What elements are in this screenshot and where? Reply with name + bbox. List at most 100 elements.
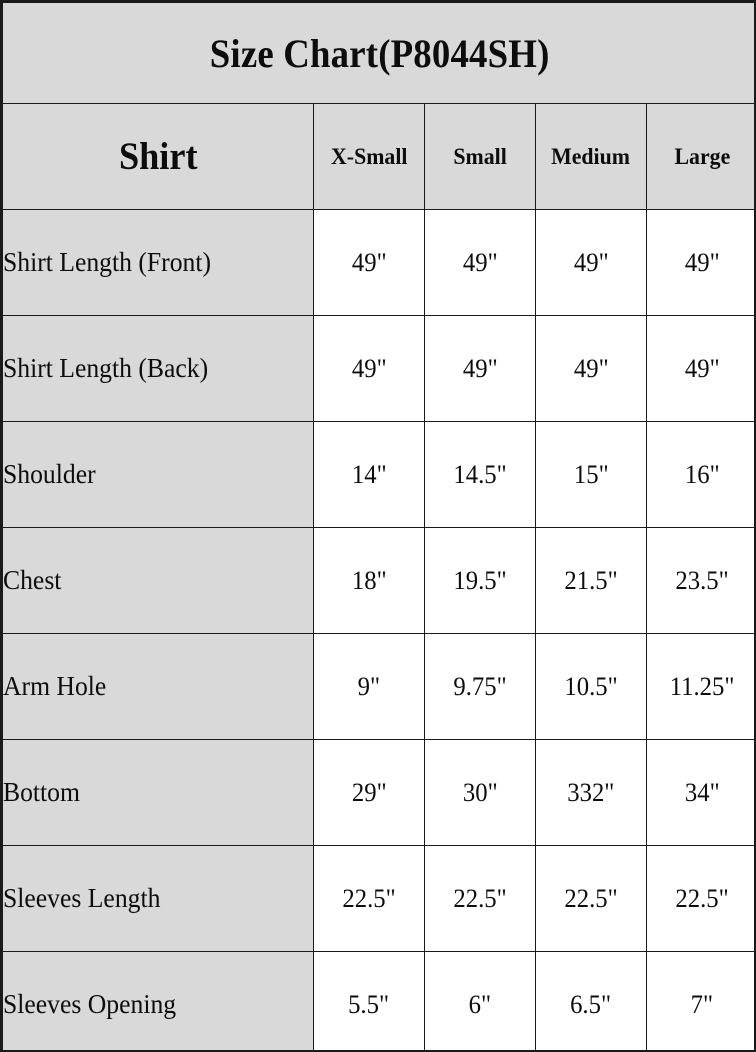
- measurement-value-cell: 6.5": [535, 951, 647, 1050]
- measurement-value: 332": [567, 777, 615, 807]
- measurement-value: 21.5": [564, 565, 618, 595]
- measurement-value-cell: 7": [646, 951, 754, 1050]
- column-header-small: Small: [424, 103, 536, 210]
- measurement-value-cell: 49": [313, 209, 425, 316]
- measurement-value-cell: 16": [646, 421, 754, 528]
- measurement-value: 22.5": [453, 883, 507, 913]
- measurement-label-cell: Arm Hole: [2, 633, 314, 740]
- measurement-label-cell: Shoulder: [2, 421, 314, 528]
- column-header-label: Small: [453, 143, 507, 169]
- measurement-label: Sleeves Opening: [3, 989, 177, 1019]
- measurement-label: Sleeves Length: [3, 883, 161, 913]
- table-row: Shoulder 14" 14.5" 15" 16": [2, 421, 754, 528]
- measurement-value-cell: 14": [313, 421, 425, 528]
- measurement-value-cell: 49": [535, 209, 647, 316]
- measurement-value: 14": [351, 459, 387, 489]
- table-row: Sleeves Length 22.5" 22.5" 22.5" 22.5": [2, 845, 754, 952]
- measurement-value: 11.25": [669, 671, 735, 701]
- measurement-label-cell: Sleeves Opening: [2, 951, 314, 1050]
- measurement-value-cell: 11.25": [646, 633, 754, 740]
- measurement-value-cell: 6": [424, 951, 536, 1050]
- measurement-value-cell: 30": [424, 739, 536, 846]
- chart-title: Size Chart(P8044SH): [210, 30, 550, 76]
- table-row: Bottom 29" 30" 332" 34": [2, 739, 754, 846]
- measurement-value: 18": [351, 565, 387, 595]
- measurement-value-cell: 5.5": [313, 951, 425, 1050]
- column-header-label: X-Small: [330, 143, 408, 169]
- title-row: Size Chart(P8044SH): [2, 2, 754, 104]
- measurement-value: 15": [573, 459, 609, 489]
- measurement-value-cell: 10.5": [535, 633, 647, 740]
- column-header-medium: Medium: [535, 103, 647, 210]
- measurement-value: 6": [468, 989, 492, 1019]
- measurement-value-cell: 9": [313, 633, 425, 740]
- measurement-label: Shirt Length (Front): [3, 247, 212, 277]
- measurement-label: Shirt Length (Back): [3, 353, 209, 383]
- measurement-value: 10.5": [564, 671, 618, 701]
- measurement-value: 7": [690, 989, 714, 1019]
- measurement-label: Chest: [3, 565, 62, 595]
- measurement-label: Shoulder: [3, 459, 96, 489]
- measurement-value-cell: 22.5": [424, 845, 536, 952]
- measurement-value-cell: 15": [535, 421, 647, 528]
- measurement-value: 29": [351, 777, 387, 807]
- measurement-label-cell: Shirt Length (Back): [2, 315, 314, 422]
- measurement-value-cell: 49": [424, 315, 536, 422]
- measurement-label-cell: Bottom: [2, 739, 314, 846]
- column-header-x-small: X-Small: [313, 103, 425, 210]
- measurement-value: 9": [357, 671, 381, 701]
- measurement-value-cell: 49": [424, 209, 536, 316]
- measurement-value-cell: 9.75": [424, 633, 536, 740]
- column-header-label: Large: [674, 143, 730, 169]
- table-row: Shirt Length (Back) 49" 49" 49" 49": [2, 315, 754, 422]
- measurement-value: 22.5": [675, 883, 729, 913]
- measurement-value: 49": [684, 247, 720, 277]
- garment-type-label: Shirt: [118, 135, 198, 178]
- measurement-value: 22.5": [342, 883, 396, 913]
- measurement-value-cell: 49": [646, 315, 754, 422]
- measurement-value: 49": [573, 353, 609, 383]
- measurement-value: 22.5": [564, 883, 618, 913]
- measurement-value: 16": [684, 459, 720, 489]
- measurement-value-cell: 23.5": [646, 527, 754, 634]
- measurement-value-cell: 49": [535, 315, 647, 422]
- measurement-value-cell: 22.5": [313, 845, 425, 952]
- measurement-label-cell: Shirt Length (Front): [2, 209, 314, 316]
- measurement-label-cell: Chest: [2, 527, 314, 634]
- table-row: Sleeves Opening 5.5" 6" 6.5" 7": [2, 951, 754, 1050]
- measurement-value-cell: 21.5": [535, 527, 647, 634]
- measurement-value: 19.5": [453, 565, 507, 595]
- table-row: Chest 18" 19.5" 21.5" 23.5": [2, 527, 754, 634]
- measurement-value-cell: 34": [646, 739, 754, 846]
- measurement-value: 49": [573, 247, 609, 277]
- column-header-label: Medium: [551, 143, 631, 169]
- measurement-value: 49": [462, 353, 498, 383]
- measurement-value-cell: 332": [535, 739, 647, 846]
- measurement-value: 49": [351, 247, 387, 277]
- measurement-value: 5.5": [348, 989, 390, 1019]
- garment-type-header-cell: Shirt: [2, 103, 314, 210]
- measurement-value-cell: 19.5": [424, 527, 536, 634]
- measurement-value-cell: 14.5": [424, 421, 536, 528]
- measurement-value: 14.5": [453, 459, 507, 489]
- measurement-value: 49": [684, 353, 720, 383]
- measurement-label: Arm Hole: [3, 671, 107, 701]
- measurement-value: 23.5": [675, 565, 729, 595]
- measurement-value-cell: 29": [313, 739, 425, 846]
- measurement-value-cell: 49": [313, 315, 425, 422]
- measurement-value-cell: 22.5": [535, 845, 647, 952]
- column-header-row: Shirt X-Small Small Medium Large: [2, 103, 754, 210]
- measurement-value: 30": [462, 777, 498, 807]
- chart-title-cell: Size Chart(P8044SH): [2, 2, 754, 104]
- table-row: Shirt Length (Front) 49" 49" 49" 49": [2, 209, 754, 316]
- measurement-value: 6.5": [570, 989, 612, 1019]
- measurement-label-cell: Sleeves Length: [2, 845, 314, 952]
- measurement-label: Bottom: [3, 777, 80, 807]
- measurement-value-cell: 18": [313, 527, 425, 634]
- measurement-value-cell: 22.5": [646, 845, 754, 952]
- table-row: Arm Hole 9" 9.75" 10.5" 11.25": [2, 633, 754, 740]
- measurement-value: 9.75": [453, 671, 507, 701]
